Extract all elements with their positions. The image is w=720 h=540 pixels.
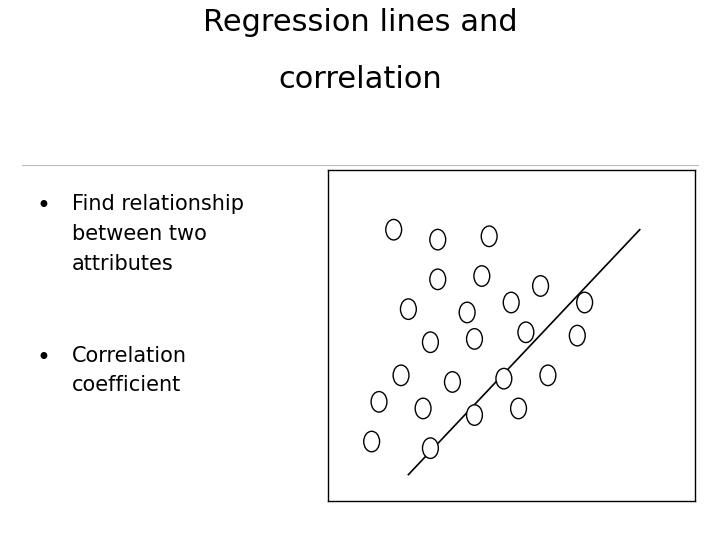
Ellipse shape	[518, 322, 534, 342]
Ellipse shape	[467, 329, 482, 349]
Ellipse shape	[423, 438, 438, 458]
Ellipse shape	[430, 269, 446, 289]
Ellipse shape	[496, 368, 512, 389]
Ellipse shape	[570, 325, 585, 346]
Ellipse shape	[577, 292, 593, 313]
Ellipse shape	[400, 299, 416, 319]
Ellipse shape	[444, 372, 460, 392]
Text: Correlation
coefficient: Correlation coefficient	[72, 346, 187, 395]
Text: Find relationship
between two
attributes: Find relationship between two attributes	[72, 194, 244, 274]
Ellipse shape	[393, 365, 409, 386]
Ellipse shape	[510, 398, 526, 419]
Ellipse shape	[364, 431, 379, 452]
Ellipse shape	[533, 276, 549, 296]
Text: •: •	[36, 194, 50, 218]
Ellipse shape	[503, 292, 519, 313]
Ellipse shape	[430, 230, 446, 250]
Text: Regression lines and: Regression lines and	[203, 8, 517, 37]
Ellipse shape	[540, 365, 556, 386]
Ellipse shape	[386, 219, 402, 240]
Ellipse shape	[481, 226, 497, 247]
Ellipse shape	[423, 332, 438, 353]
Text: correlation: correlation	[278, 65, 442, 94]
Ellipse shape	[415, 398, 431, 419]
Ellipse shape	[459, 302, 475, 323]
Ellipse shape	[371, 392, 387, 412]
Text: •: •	[36, 346, 50, 369]
Ellipse shape	[474, 266, 490, 286]
Ellipse shape	[467, 405, 482, 426]
